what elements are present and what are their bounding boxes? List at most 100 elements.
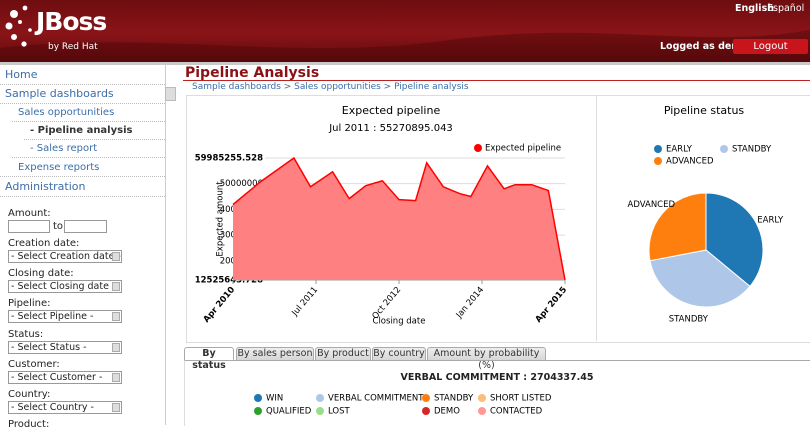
legend-swatch: [422, 407, 430, 415]
tab[interactable]: By product: [315, 347, 371, 360]
nav-link[interactable]: Sample dashboards: [5, 87, 114, 100]
filter-select[interactable]: - Select Creation date -: [8, 250, 122, 263]
language-link[interactable]: Español: [767, 3, 805, 14]
select-arrow: [112, 403, 120, 412]
header-border: [0, 62, 810, 65]
filter-label: Pipeline:: [8, 298, 51, 310]
legend-swatch: [654, 157, 662, 165]
filter-label: Creation date:: [8, 238, 80, 249]
status-legend: WIN VERBAL COMMITMENT STANDBY SHORT LISTED Q…: [254, 394, 552, 417]
x-tick-label: Apr 2010: [202, 285, 238, 325]
tab[interactable]: Amount by probability (%): [427, 347, 546, 371]
amount-to-input[interactable]: [64, 220, 107, 233]
select-arrow: [112, 372, 120, 382]
tab-panel: [184, 360, 810, 426]
select-arrow: [112, 282, 120, 292]
nav-link-active[interactable]: - Pipeline analysis: [30, 125, 133, 136]
user-info: Logged as demo: [660, 41, 748, 52]
x-axis-label: Closing date: [373, 317, 426, 327]
pie-slice: [705, 192, 764, 288]
y-tick-label: 12525643.728: [195, 276, 263, 286]
divider: [24, 139, 165, 140]
legend-swatch: [478, 407, 486, 415]
legend-label: QUALIFIED: [266, 407, 312, 417]
area-chart: Expected pipeline Jul 2011 : 55270895.043…: [195, 104, 570, 327]
legend-swatch: [478, 394, 486, 402]
legend-label: VERBAL COMMITMENT: [328, 394, 424, 404]
line: [232, 156, 566, 281]
y-tick-label: 59985255.528: [195, 154, 263, 164]
legend-swatch: [654, 145, 662, 153]
logout-button[interactable]: Logout: [733, 39, 808, 54]
legend-label: SHORT LISTED: [490, 394, 552, 404]
y-axis-label: Expected amount: [216, 181, 226, 257]
nav-link[interactable]: Administration: [5, 180, 86, 193]
legend-swatch: [474, 144, 482, 152]
legend-swatch: [254, 394, 262, 402]
legend-swatch: [316, 407, 324, 415]
filter-select[interactable]: - Select Pipeline -: [8, 310, 122, 324]
panel-divider: [596, 96, 597, 341]
y-tick-label: 50000000: [220, 179, 263, 189]
tab[interactable]: By status: [184, 347, 234, 371]
legend-swatch: [720, 145, 728, 153]
nav-link[interactable]: Home: [5, 68, 38, 81]
legend-label: WIN: [266, 394, 283, 404]
x-tick-label: Apr 2015: [534, 285, 570, 325]
divider: [12, 157, 165, 158]
page-title: Pipeline Analysis: [185, 65, 320, 81]
filter-select[interactable]: - Select Customer -: [8, 370, 122, 384]
tab[interactable]: By country: [372, 347, 426, 360]
status-chart-title: VERBAL COMMITMENT : 2704337.45: [400, 372, 594, 383]
filter-label: Closing date:: [8, 268, 74, 280]
select-arrow: [112, 342, 120, 352]
x-tick-label: Jan 2014: [454, 285, 486, 321]
filter-select[interactable]: - Select Status -: [8, 340, 122, 354]
dashboard-panel: [186, 95, 810, 343]
header-decoration: [0, 5, 810, 62]
divider: [12, 121, 165, 122]
amount-from-input[interactable]: [8, 220, 50, 233]
legend-label: STANDBY: [434, 394, 474, 404]
legend-label: ADVANCED: [666, 157, 714, 167]
legend-label: STANDBY: [732, 145, 772, 155]
legend-label: CONTACTED: [490, 407, 543, 417]
nav-link[interactable]: Expense reports: [18, 162, 100, 173]
pie-chart: Pipeline status EARLY STANDBY ADVANCED EARLY…: [628, 104, 784, 324]
legend-swatch: [422, 394, 430, 402]
divider: [0, 196, 165, 197]
chart-title: Expected pipeline: [342, 104, 441, 117]
divider: [0, 84, 165, 85]
filter-label: to: [53, 221, 64, 232]
x-tick-label: Jul 2011: [290, 285, 321, 319]
breadcrumb: Sample dashboards > Sales opportunities …: [192, 82, 469, 92]
legend-label: Expected pipeline: [485, 144, 561, 154]
legend-swatch: [316, 394, 324, 402]
filter-label: Country:: [8, 389, 51, 400]
nav-link[interactable]: Sales opportunities: [18, 107, 115, 118]
filter-label: Customer:: [8, 358, 60, 370]
divider: [0, 103, 165, 104]
legend-label: EARLY: [666, 145, 693, 155]
nav-link[interactable]: - Sales report: [30, 143, 98, 154]
language-link[interactable]: English: [735, 3, 774, 14]
filter-select[interactable]: - Select Country -: [8, 401, 122, 414]
legend-swatch: [254, 407, 262, 415]
filter-label: Status:: [8, 328, 44, 340]
area: [233, 158, 565, 280]
divider: [0, 176, 165, 177]
logo: JBoss: [36, 7, 107, 36]
legend-label: DEMO: [434, 407, 460, 417]
select-arrow: [112, 252, 120, 261]
sidebar: [0, 65, 166, 425]
filter-select[interactable]: - Select Closing date -: [8, 280, 122, 294]
logo-subtitle: by Red Hat: [48, 42, 98, 52]
sidebar-toggle[interactable]: [165, 87, 176, 101]
pie-slice: [649, 249, 751, 308]
select-arrow: [112, 312, 120, 322]
tab[interactable]: By sales person: [236, 347, 314, 360]
chart-title: Pipeline status: [664, 104, 745, 117]
slice-label: STANDBY: [669, 314, 709, 324]
title-underline: [183, 80, 810, 81]
